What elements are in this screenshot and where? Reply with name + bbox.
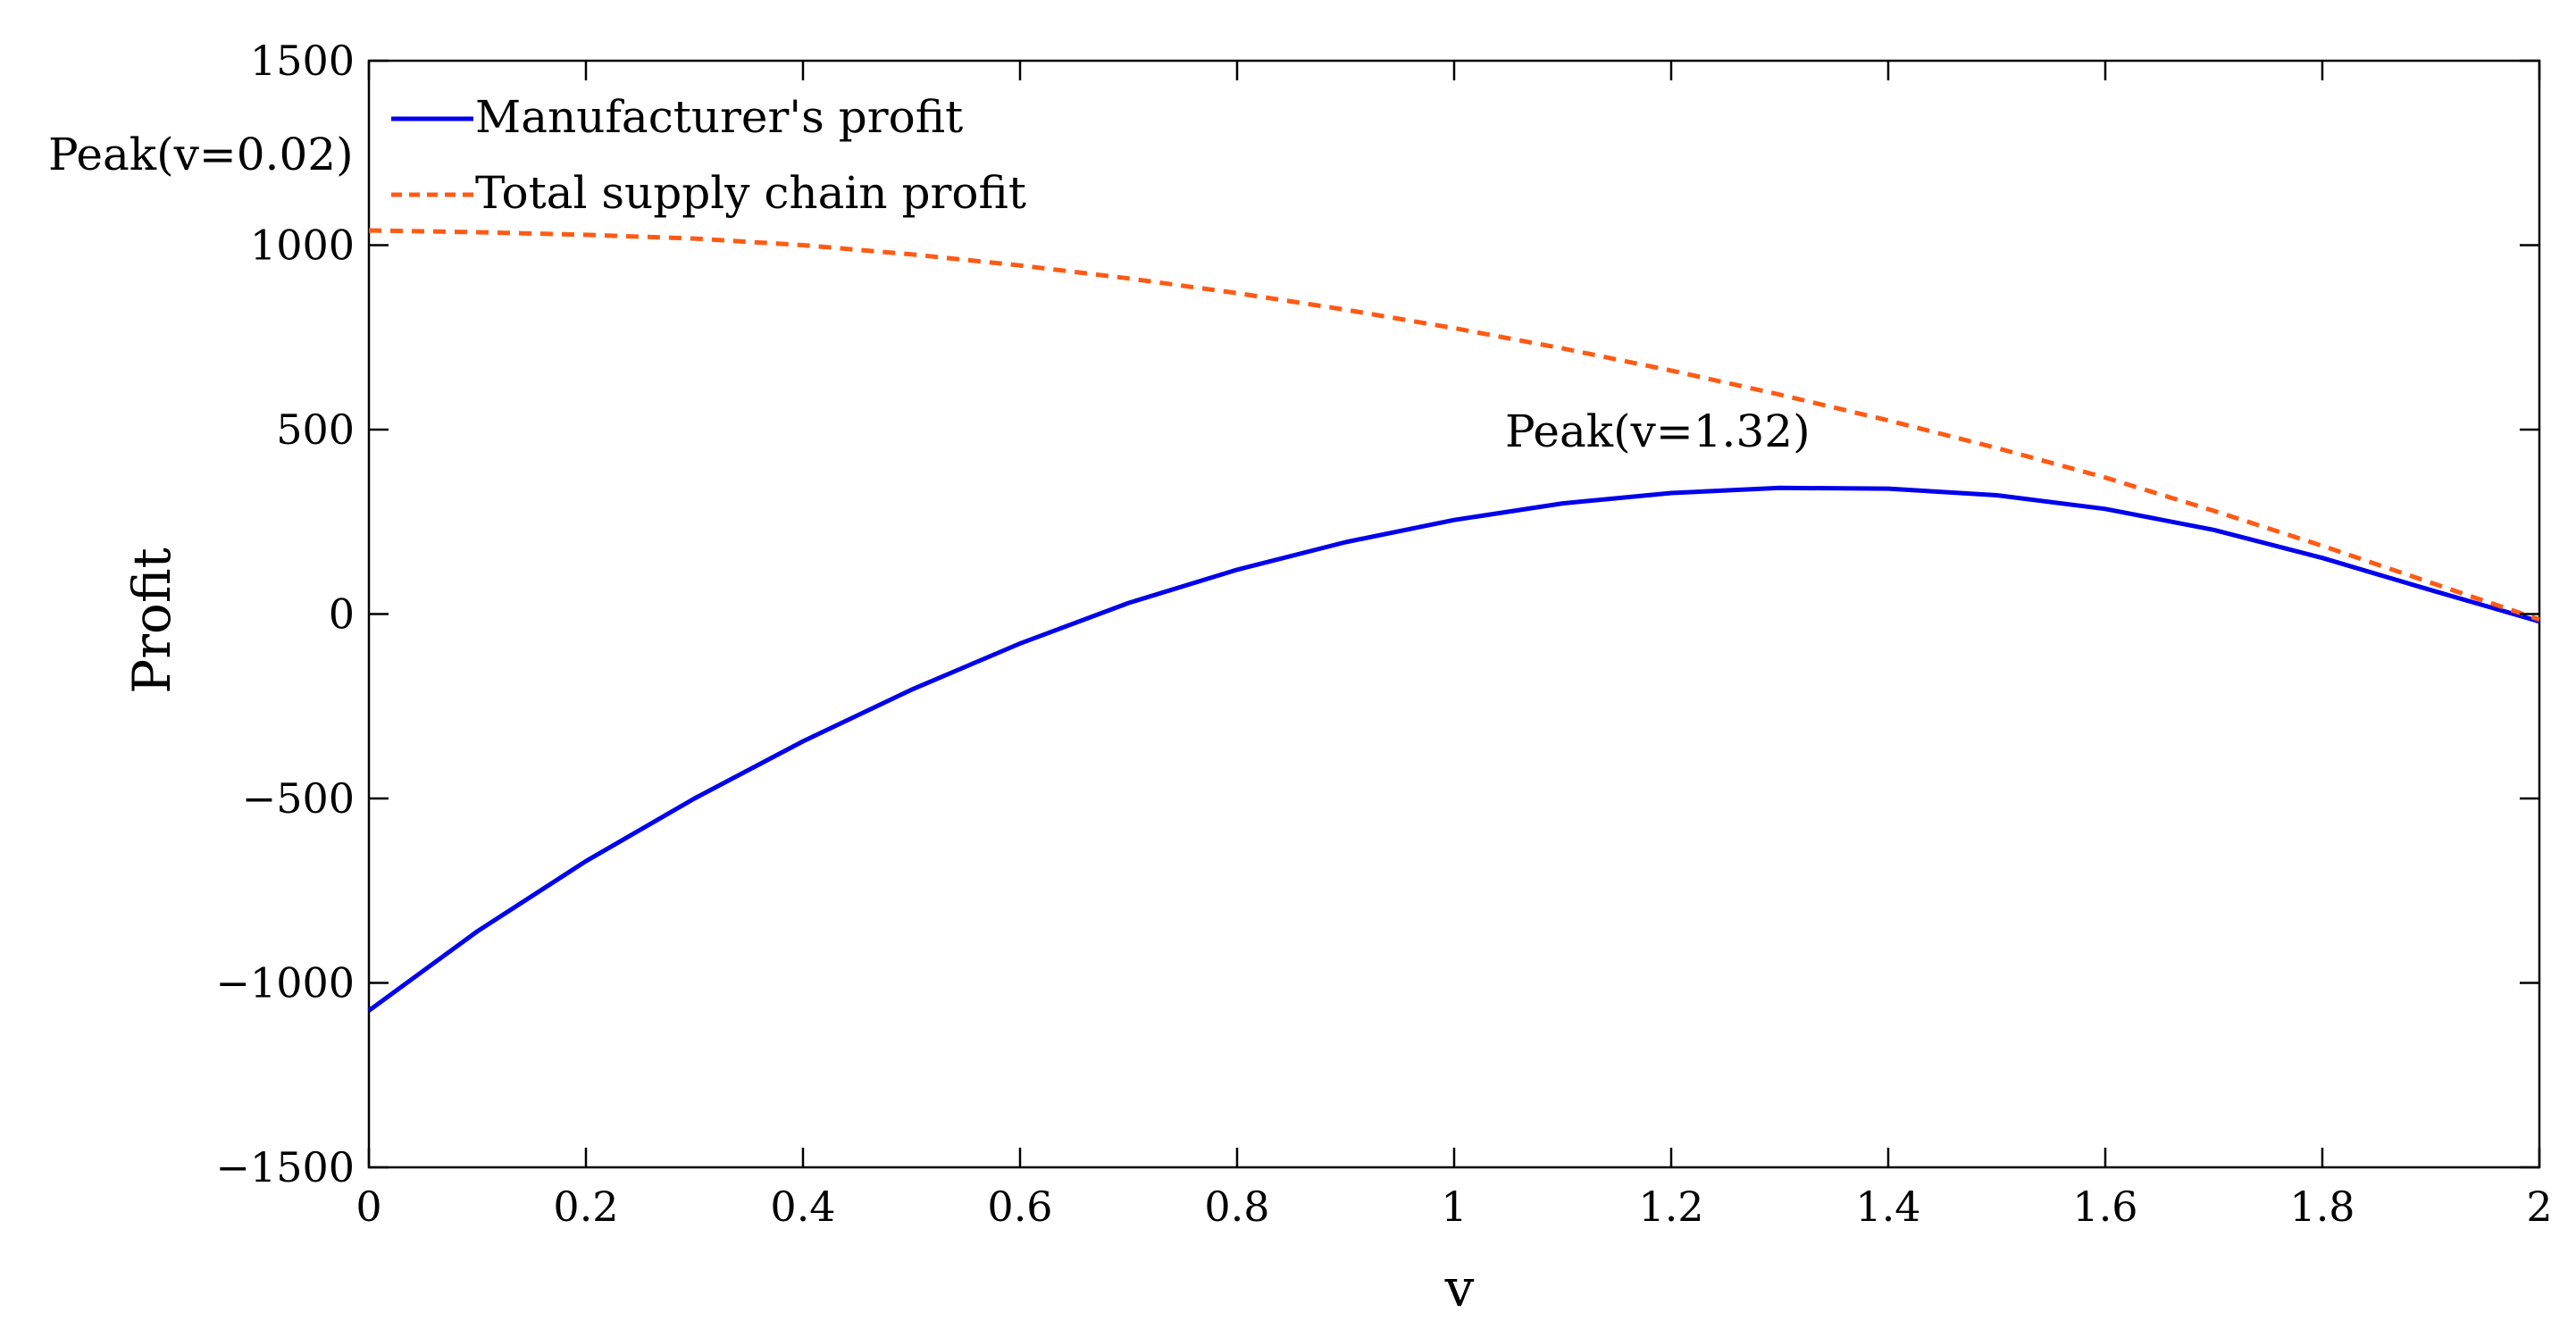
y-tick-label: 1500 [250,37,355,85]
series-layer [367,228,2540,1013]
y-axis-ticks: −1500 −1000 −500 0 500 1000 1500 [215,37,2539,1191]
x-tick-label: 2 [2526,1183,2552,1231]
y-tick-label: −500 [242,774,355,823]
plot-area [367,59,2541,1169]
y-tick-label: 1000 [250,222,355,270]
legend-label-manufacturer: Manufacturer's profit [475,91,963,143]
x-tick-label: 1 [1441,1183,1467,1231]
x-tick-label: 0.8 [1204,1183,1269,1231]
legend: Manufacturer's profit Total supply chain… [391,91,1026,219]
legend-label-total: Total supply chain profit [475,167,1026,219]
x-tick-label: 1.8 [2289,1183,2354,1231]
series-line-manufacturer [367,485,2540,1013]
x-tick-label: 1.2 [1638,1183,1703,1231]
plot-frame [367,59,2541,1169]
y-tick-label: −1000 [215,959,355,1007]
x-axis-ticks: 0 0.2 0.4 0.6 0.8 1 1.2 1.4 1.6 1.8 2 [355,61,2553,1231]
annotation-peak-manufacturer: Peak(v=1.32) [1505,405,1811,457]
x-tick-label: 0.2 [553,1183,618,1231]
x-axis-label: v [1444,1258,1475,1318]
x-tick-label: 1.4 [1855,1183,1920,1231]
x-tick-label: 0.4 [770,1183,835,1231]
y-axis-label: Profit [121,547,182,694]
x-tick-label: 0.6 [987,1183,1052,1231]
y-tick-label: 0 [329,590,355,639]
x-tick-label: 1.6 [2072,1183,2137,1231]
y-tick-label: −1500 [215,1143,355,1191]
x-tick-label: 0 [355,1183,381,1231]
series-line-total [368,228,2540,623]
y-tick-label: 500 [276,405,355,454]
annotation-peak-total: Peak(v=0.02) [48,129,354,180]
